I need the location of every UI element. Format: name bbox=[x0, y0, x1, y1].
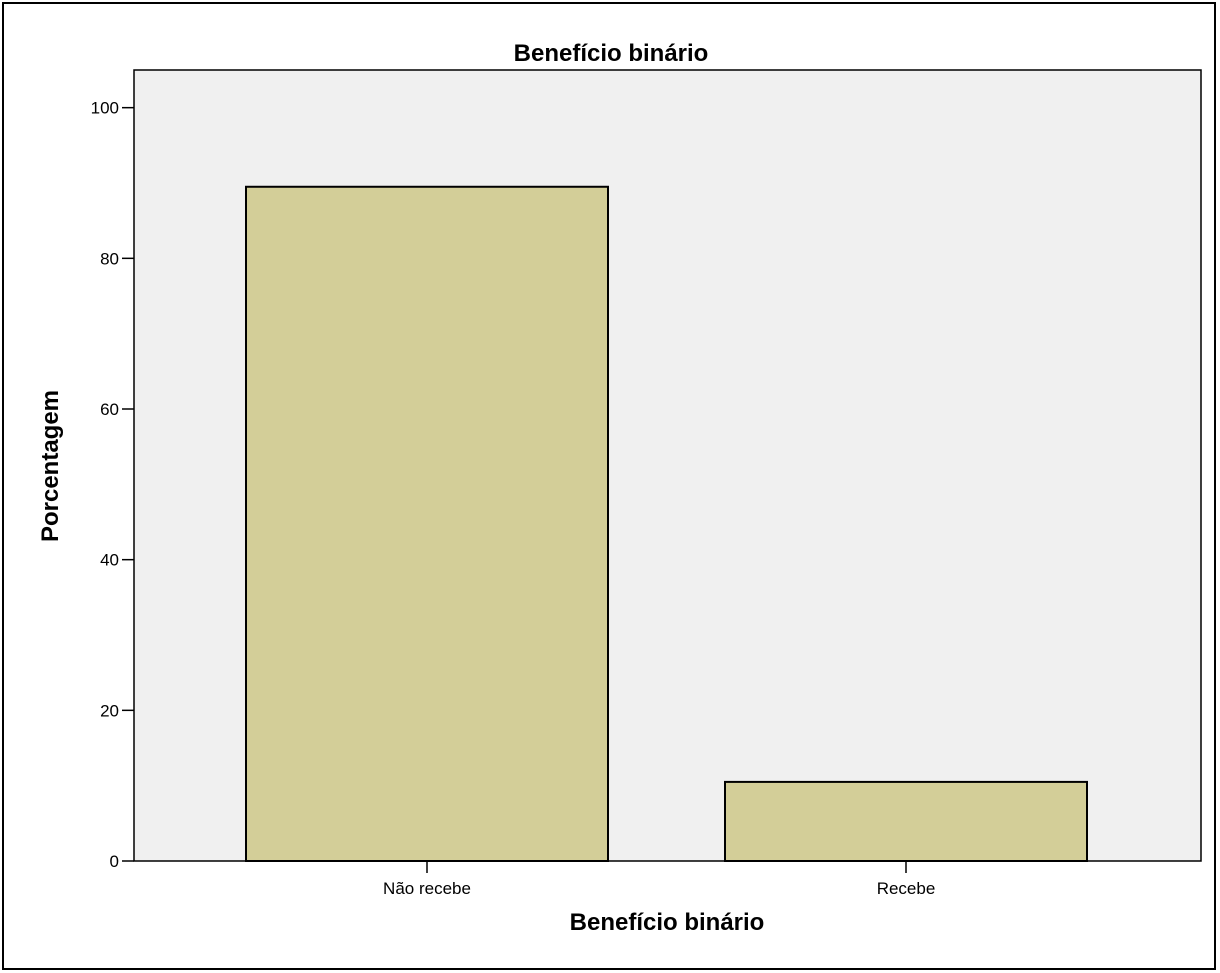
y-axis-title: Porcentagem bbox=[37, 390, 64, 542]
bars-group bbox=[245, 185, 1088, 863]
y-axis: 0 20 40 60 80 100 bbox=[91, 99, 134, 871]
y-tick-label: 100 bbox=[91, 99, 119, 118]
bar-recebe bbox=[724, 780, 1088, 863]
y-tick-label: 0 bbox=[110, 852, 119, 871]
y-tick-label: 60 bbox=[100, 400, 119, 419]
x-tick-label: Não recebe bbox=[383, 879, 471, 898]
x-axis: Não recebe Recebe bbox=[383, 861, 935, 898]
y-tick-label: 20 bbox=[100, 701, 119, 720]
y-tick-label: 80 bbox=[100, 249, 119, 268]
bar-nao-recebe bbox=[245, 185, 609, 862]
x-axis-title: Benefício binário bbox=[570, 909, 765, 936]
x-tick-label: Recebe bbox=[877, 879, 936, 898]
chart-title: Benefício binário bbox=[514, 40, 709, 67]
y-tick-label: 40 bbox=[100, 551, 119, 570]
